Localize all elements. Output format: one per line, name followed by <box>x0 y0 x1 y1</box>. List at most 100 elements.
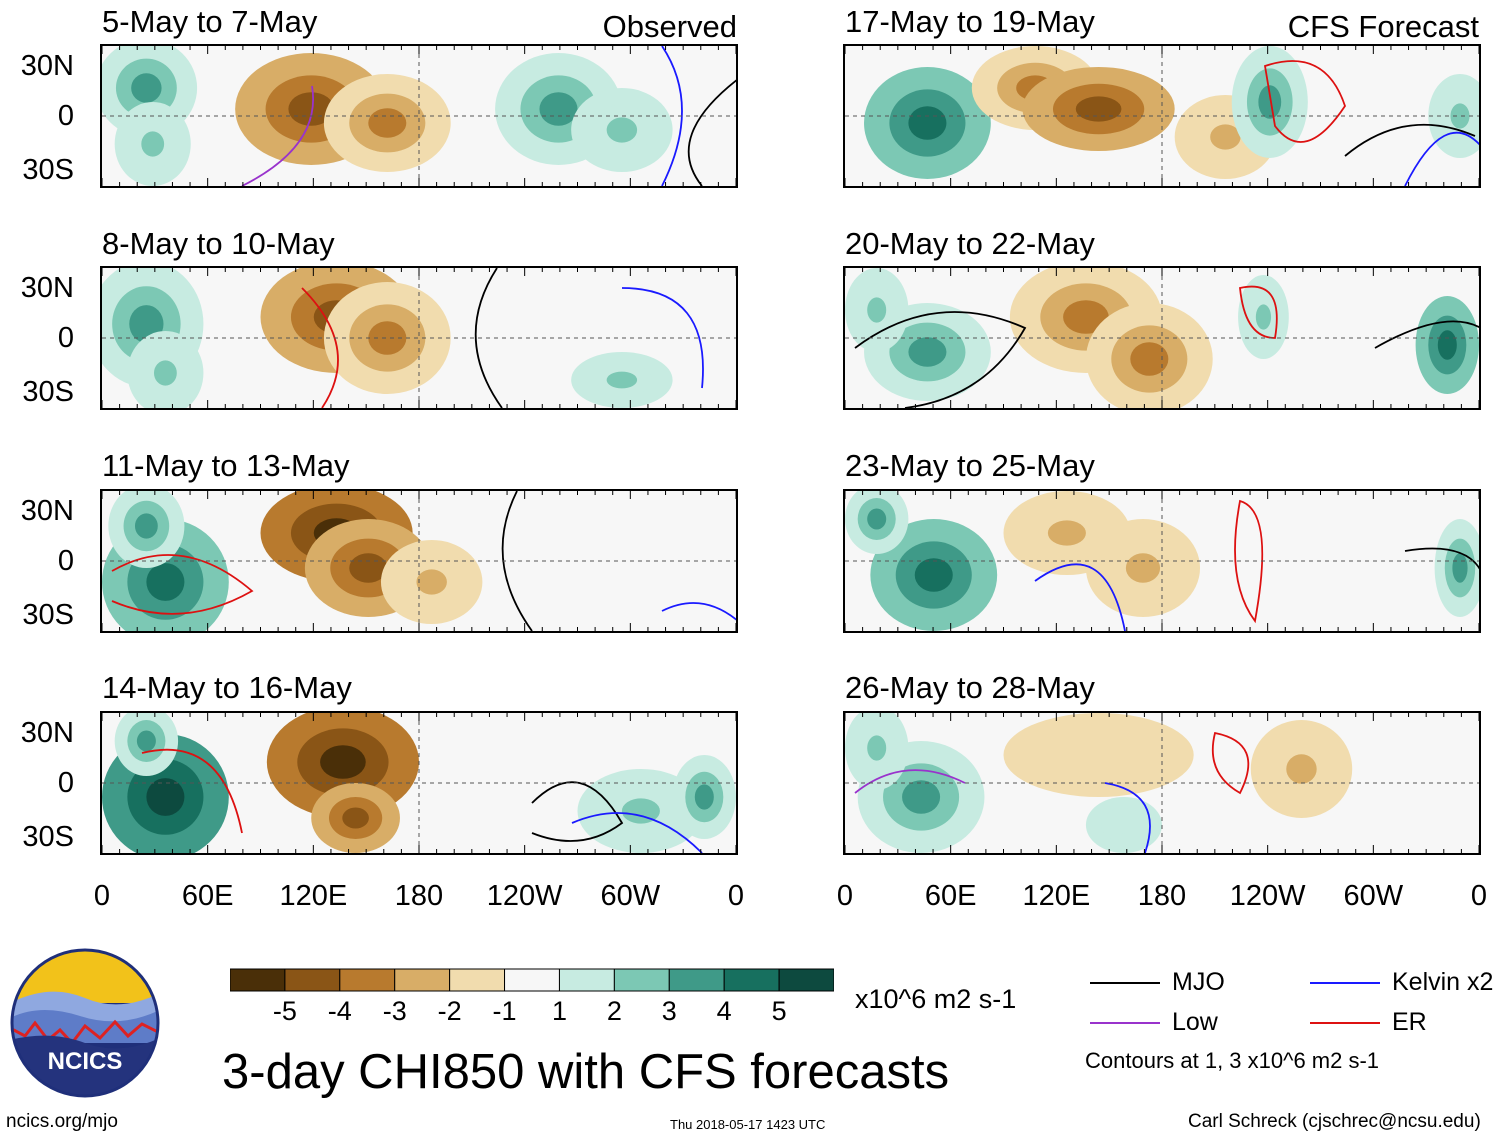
contour-line <box>1211 731 1250 795</box>
map-svg-obs-1 <box>102 46 736 186</box>
map-panel-obs-4 <box>100 711 738 855</box>
map-panel-fc-4 <box>843 711 1481 855</box>
contour-line <box>474 268 503 408</box>
map-svg-fc-1 <box>845 46 1479 186</box>
anomaly-shading <box>1112 816 1136 834</box>
anomaly-shading <box>320 745 366 779</box>
contour-line <box>301 287 339 408</box>
units-label: x10^6 m2 s-1 <box>855 984 1017 1014</box>
anomaly-shading <box>867 735 887 761</box>
colorbar-tick-label: -1 <box>492 996 517 1026</box>
colorbar-tick-label: 1 <box>551 996 567 1026</box>
contour-line <box>621 287 704 389</box>
footer-timestamp: Thu 2018-05-17 1423 UTC <box>670 1117 826 1132</box>
contour-line <box>571 812 703 853</box>
observed-tag: Observed <box>602 9 737 44</box>
x-tick-label: 180 <box>394 880 444 912</box>
x-tick-label: 60E <box>181 880 234 912</box>
panel-title-obs-4: 14-May to 16-May <box>102 670 352 705</box>
footer-url[interactable]: ncics.org/mjo <box>6 1111 118 1132</box>
map-panel-fc-3 <box>843 489 1481 633</box>
contour-line <box>687 79 736 186</box>
anomaly-shading <box>1063 300 1109 334</box>
contour-line <box>1404 547 1479 570</box>
contour-line <box>1239 285 1278 339</box>
colorbar-tick-label: 5 <box>771 996 787 1026</box>
x-tick-label: 0 <box>836 880 854 912</box>
map-svg-fc-3 <box>845 491 1479 631</box>
y-tick-label: 30N <box>20 272 74 304</box>
anomaly-shading <box>1258 85 1282 119</box>
colorbar-swatch <box>613 968 670 992</box>
anomaly-shading <box>694 784 714 810</box>
anomaly-shading <box>1070 742 1128 768</box>
contour-line <box>1404 131 1479 186</box>
colorbar-swatch <box>668 968 725 992</box>
anomaly-shading <box>1130 342 1169 376</box>
x-tick-label: 60W <box>1343 880 1404 912</box>
contour-line <box>1104 782 1151 853</box>
colorbar-tick-label: 3 <box>661 996 677 1026</box>
panel-title-fc-4: 26-May to 28-May <box>845 670 1095 705</box>
contour-line <box>1263 60 1346 143</box>
colorbar-tick-label: -5 <box>272 996 297 1026</box>
anomaly-shading <box>1437 330 1457 360</box>
anomaly-shading <box>908 106 947 140</box>
forecast-tag: CFS Forecast <box>1287 9 1479 44</box>
colorbar-swatch <box>504 968 560 992</box>
anomaly-shading <box>1452 553 1468 583</box>
colorbar-swatch <box>394 968 451 992</box>
x-tick-label: 0 <box>727 880 745 912</box>
anomaly-shading <box>1286 754 1317 784</box>
colorbar-swatch <box>339 968 396 992</box>
y-tick-label: 0 <box>57 767 74 799</box>
anomaly-shading <box>288 92 335 126</box>
map-svg-fc-2 <box>845 268 1479 408</box>
panel-title-fc-2: 20-May to 22-May <box>845 226 1095 261</box>
anomaly-shading <box>1210 124 1241 150</box>
anomaly-shading <box>539 92 578 126</box>
contour-line <box>661 602 736 621</box>
colorbar-swatch <box>230 968 286 992</box>
panel-title-obs-2: 8-May to 10-May <box>102 226 335 261</box>
anomaly-shading <box>416 569 447 595</box>
anomaly-shading <box>867 297 887 323</box>
logo-text: NCICS <box>47 1048 123 1075</box>
anomaly-shading <box>914 558 953 592</box>
main-title: 3-day CHI850 with CFS forecasts <box>222 1045 950 1099</box>
anomaly-shading <box>368 108 407 138</box>
y-tick-label: 30S <box>22 821 74 853</box>
x-tick-label: 120W <box>1229 880 1306 912</box>
y-tick-label: 0 <box>57 100 74 132</box>
anomaly-shading <box>342 807 369 829</box>
map-panel-obs-2 <box>100 266 738 410</box>
colorbar-tick-label: 2 <box>606 996 622 1026</box>
map-panel-fc-1 <box>843 44 1481 188</box>
anomaly-shading <box>134 513 158 539</box>
colorbar-swatch <box>778 968 834 992</box>
colorbar-swatch <box>558 968 615 992</box>
anomaly-shading <box>1255 304 1272 330</box>
x-tick-label: 120E <box>1022 880 1091 912</box>
map-svg-obs-2 <box>102 268 736 408</box>
anomaly-shading <box>908 337 947 367</box>
contour-line <box>854 769 966 794</box>
panel-title-obs-1: 5-May to 7-May <box>102 4 318 39</box>
legend-er: ER <box>1392 1008 1427 1036</box>
contour-note: Contours at 1, 3 x10^6 m2 s-1 <box>1085 1048 1380 1073</box>
y-tick-label: 0 <box>57 545 74 577</box>
colorbar <box>230 968 834 992</box>
anomaly-shading <box>867 508 887 530</box>
anomaly-shading <box>146 778 185 816</box>
legend-mjo: MJO <box>1172 968 1225 996</box>
contour-line <box>241 85 314 186</box>
map-svg-obs-4 <box>102 713 736 853</box>
x-tick-label: 120W <box>486 880 563 912</box>
y-tick-label: 30N <box>20 717 74 749</box>
anomaly-shading <box>902 780 941 814</box>
anomaly-shading <box>606 371 638 389</box>
anomaly-shading <box>1047 520 1086 546</box>
panel-title-obs-3: 11-May to 13-May <box>102 448 350 483</box>
x-tick-label: 60W <box>600 880 661 912</box>
colorbar-tick-label: -2 <box>437 996 462 1026</box>
